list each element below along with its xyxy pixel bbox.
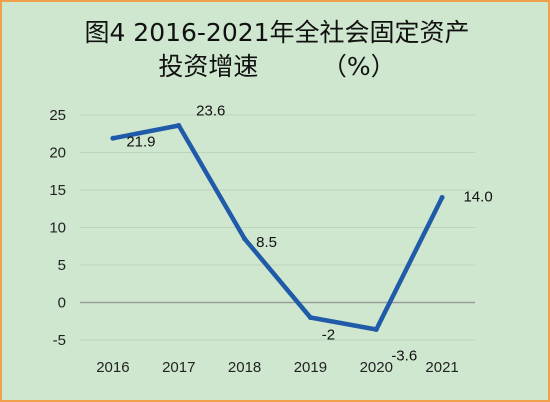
data-point: [439, 195, 445, 200]
x-tick-label: 2016: [96, 359, 129, 376]
chart-subtitle: 投资增速 （%）: [158, 52, 396, 81]
data-point: [242, 236, 248, 242]
data-label: 21.9: [126, 133, 155, 150]
x-tick-label: 2018: [228, 359, 261, 376]
y-tick-label: -5: [53, 332, 66, 349]
y-tick-label: 15: [49, 182, 66, 199]
y-tick-label: 20: [49, 145, 66, 162]
y-tick-label: 10: [49, 220, 66, 237]
data-point: [176, 123, 182, 128]
data-label: -2: [322, 327, 335, 344]
x-tick-label: 2019: [294, 359, 327, 376]
gridlines: [80, 114, 475, 341]
data-label: 14.0: [463, 189, 492, 206]
data-label: -3.6: [391, 348, 417, 365]
y-tick-label: 5: [58, 257, 66, 274]
data-point: [373, 327, 379, 332]
x-tick-label: 2021: [425, 359, 458, 376]
y-tick-label: 0: [58, 295, 66, 312]
data-point: [110, 135, 116, 141]
series-line: [110, 123, 445, 332]
data-label: 8.5: [256, 234, 277, 251]
x-tick-label: 2020: [360, 359, 393, 376]
data-label: 23.6: [196, 103, 225, 120]
y-axis-tick-labels: -5 0 5 10 15 20 25: [49, 107, 66, 349]
data-point: [307, 315, 313, 320]
y-tick-label: 25: [49, 107, 66, 124]
data-labels: 21.9 23.6 8.5 -2 -3.6 14.0: [110, 103, 493, 365]
chart-title: 图4 2016-2021年全社会固定资产: [84, 18, 470, 47]
x-axis-tick-labels: 2016 2017 2018 2019 2020 2021: [96, 359, 459, 376]
chart-title-block: 图4 2016-2021年全社会固定资产 投资增速 （%）: [2, 16, 550, 84]
x-tick-label: 2017: [162, 359, 195, 376]
